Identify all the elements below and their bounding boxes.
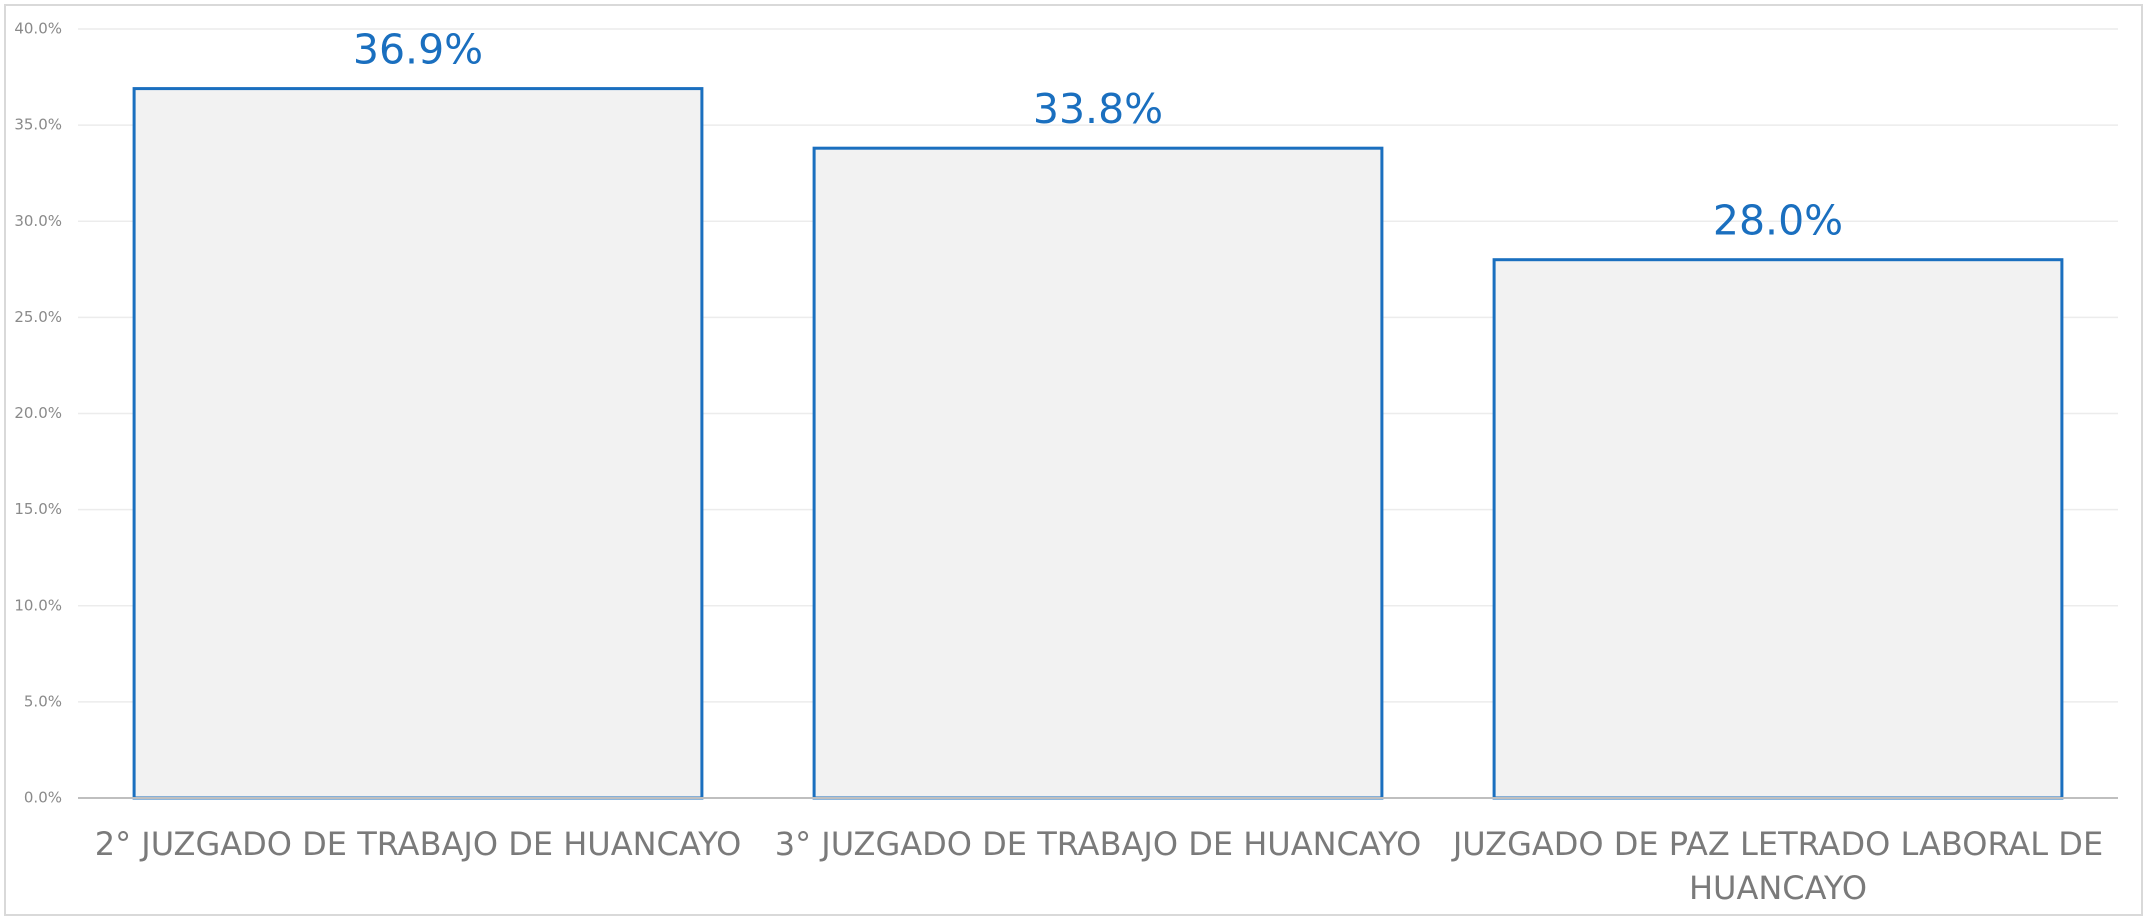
y-tick-label: 10.0% <box>14 596 62 614</box>
bar <box>1492 258 2064 800</box>
bar <box>132 87 704 800</box>
bar <box>812 146 1384 800</box>
y-tick-label: 15.0% <box>14 500 62 518</box>
value-label: 33.8% <box>1033 85 1163 133</box>
x-tick-label: 2° JUZGADO DE TRABAJO DE HUANCAYO <box>94 825 742 863</box>
value-label: 28.0% <box>1713 197 1843 245</box>
x-tick-label: 3° JUZGADO DE TRABAJO DE HUANCAYO <box>774 825 1422 863</box>
y-tick-label: 20.0% <box>14 404 62 422</box>
value-label: 36.9% <box>353 26 483 74</box>
y-tick-label: 35.0% <box>14 116 62 134</box>
frame <box>4 4 2143 916</box>
y-tick-label: 40.0% <box>14 20 62 38</box>
y-tick-label: 5.0% <box>24 692 62 710</box>
y-tick-label: 30.0% <box>14 212 62 230</box>
y-tick-label: 25.0% <box>14 308 62 326</box>
y-tick-label: 0.0% <box>24 789 62 807</box>
x-tick-label: JUZGADO DE PAZ LETRADO LABORAL DE HUANCA… <box>1452 825 2104 907</box>
